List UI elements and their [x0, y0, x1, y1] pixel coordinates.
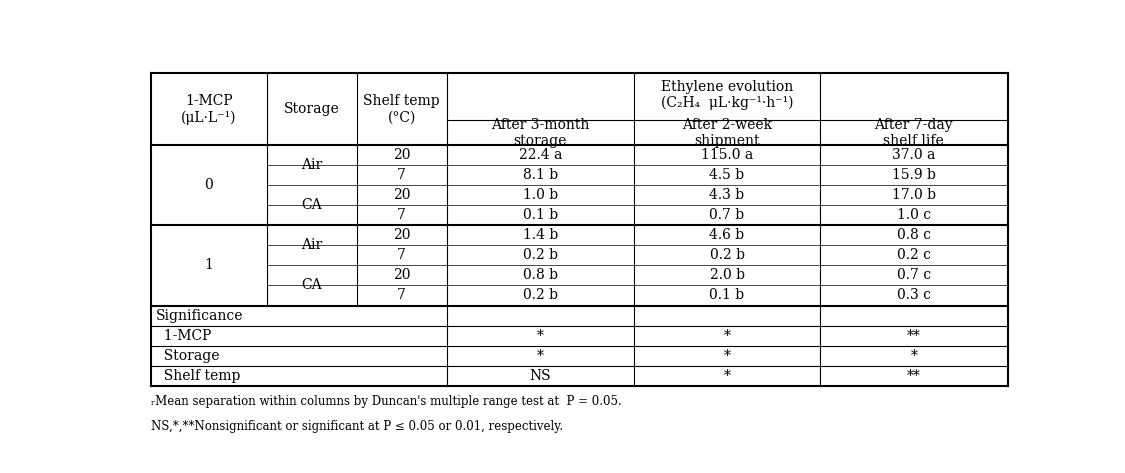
Text: Shelf temp
(°C): Shelf temp (°C) — [363, 94, 440, 124]
Text: 4.6 b: 4.6 b — [710, 228, 745, 242]
Text: 0.7 b: 0.7 b — [710, 209, 745, 222]
Text: NS,*,**Nonsignificant or significant at P ≤ 0.05 or 0.01, respectively.: NS,*,**Nonsignificant or significant at … — [151, 420, 564, 433]
Text: 1-MCP: 1-MCP — [155, 329, 212, 342]
Text: 20: 20 — [393, 188, 411, 202]
Text: **: ** — [907, 368, 920, 383]
Text: *: * — [910, 349, 917, 363]
Text: 0.2 b: 0.2 b — [710, 248, 745, 263]
Text: 22.4 a: 22.4 a — [519, 148, 561, 162]
Text: Shelf temp: Shelf temp — [155, 368, 241, 383]
Text: 37.0 a: 37.0 a — [892, 148, 936, 162]
Text: 1: 1 — [205, 258, 214, 272]
Text: 0.2 b: 0.2 b — [523, 289, 558, 303]
Text: 1.0 b: 1.0 b — [523, 188, 558, 202]
Text: *: * — [537, 349, 543, 363]
Text: 8.1 b: 8.1 b — [523, 168, 558, 182]
Text: Storage: Storage — [284, 102, 340, 116]
Text: *: * — [723, 368, 730, 383]
Text: 7: 7 — [397, 289, 406, 303]
Text: 20: 20 — [393, 228, 411, 242]
Text: 1.4 b: 1.4 b — [523, 228, 558, 242]
Text: Storage: Storage — [155, 349, 220, 363]
Text: Significance: Significance — [155, 308, 243, 323]
Text: Ethylene evolution
(C₂H₄  μL·kg⁻¹·h⁻¹): Ethylene evolution (C₂H₄ μL·kg⁻¹·h⁻¹) — [662, 79, 794, 110]
Text: CA: CA — [302, 198, 322, 212]
Text: ᵣMean separation within columns by Duncan's multiple range test at  P = 0.05.: ᵣMean separation within columns by Dunca… — [151, 395, 622, 408]
Text: 0.8 c: 0.8 c — [897, 228, 930, 242]
Text: After 7-day
shelf life: After 7-day shelf life — [874, 118, 953, 148]
Text: 7: 7 — [397, 168, 406, 182]
Text: 2.0 b: 2.0 b — [710, 269, 745, 282]
Text: *: * — [537, 329, 543, 342]
Text: 0.2 c: 0.2 c — [897, 248, 930, 263]
Text: 115.0 a: 115.0 a — [701, 148, 753, 162]
Text: 0: 0 — [205, 178, 214, 193]
Text: 1-MCP
(μL·L⁻¹): 1-MCP (μL·L⁻¹) — [181, 94, 236, 124]
Text: *: * — [723, 329, 730, 342]
Text: 7: 7 — [397, 209, 406, 222]
Text: 0.7 c: 0.7 c — [897, 269, 930, 282]
Text: 4.3 b: 4.3 b — [710, 188, 745, 202]
Text: 1.0 c: 1.0 c — [897, 209, 930, 222]
Text: 0.1 b: 0.1 b — [523, 209, 558, 222]
Text: 17.0 b: 17.0 b — [892, 188, 936, 202]
Text: 0.3 c: 0.3 c — [897, 289, 930, 303]
Text: 15.9 b: 15.9 b — [892, 168, 936, 182]
Text: 0.1 b: 0.1 b — [710, 289, 745, 303]
Text: Air: Air — [302, 158, 323, 172]
Text: 20: 20 — [393, 148, 411, 162]
Text: 4.5 b: 4.5 b — [710, 168, 745, 182]
Text: CA: CA — [302, 279, 322, 292]
Text: After 2-week
shipment: After 2-week shipment — [682, 118, 772, 148]
Text: Air: Air — [302, 238, 323, 253]
Text: NS: NS — [530, 368, 551, 383]
Text: After 3-month
storage: After 3-month storage — [490, 118, 590, 148]
Text: 0.2 b: 0.2 b — [523, 248, 558, 263]
Text: **: ** — [907, 329, 920, 342]
Text: 0.8 b: 0.8 b — [523, 269, 558, 282]
Text: 20: 20 — [393, 269, 411, 282]
Text: 7: 7 — [397, 248, 406, 263]
Text: *: * — [723, 349, 730, 363]
